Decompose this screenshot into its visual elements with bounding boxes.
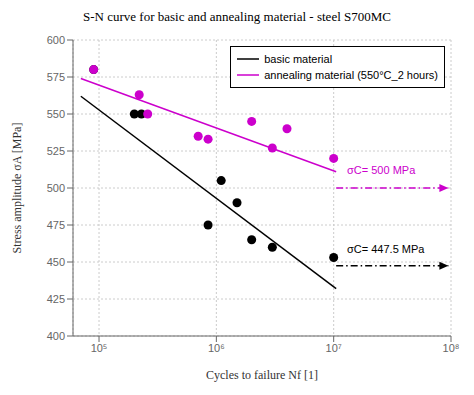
svg-text:550: 550 — [47, 108, 65, 120]
svg-text:525: 525 — [47, 145, 65, 157]
svg-text:σC= 500 MPa: σC= 500 MPa — [347, 164, 416, 176]
html-text:annealing material (550°C_2 ho: annealing material (550°C_2 hours) — [264, 69, 438, 81]
svg-text:10⁶: 10⁶ — [208, 342, 225, 354]
svg-text:475: 475 — [47, 219, 65, 231]
svg-text:575: 575 — [47, 71, 65, 83]
html-text:S-N curve for basic and anneal: S-N curve for basic and annealing materi… — [83, 9, 391, 24]
svg-text:Stress amplitude σA [MPa]: Stress amplitude σA [MPa] — [10, 123, 24, 254]
svg-text:10⁵: 10⁵ — [91, 342, 108, 354]
svg-text:600: 600 — [47, 34, 65, 46]
svg-text:400: 400 — [47, 330, 65, 342]
svg-text:500: 500 — [47, 182, 65, 194]
svg-text:450: 450 — [47, 256, 65, 268]
svg-text:10⁸: 10⁸ — [443, 342, 460, 354]
svg-text:σC= 447.5 MPa: σC= 447.5 MPa — [347, 243, 425, 255]
svg-text:10⁷: 10⁷ — [326, 342, 342, 354]
html-text:basic material: basic material — [264, 53, 333, 65]
svg-text:Cycles to failure Nf [1]: Cycles to failure Nf [1] — [206, 368, 318, 382]
svg-text:425: 425 — [47, 293, 65, 305]
